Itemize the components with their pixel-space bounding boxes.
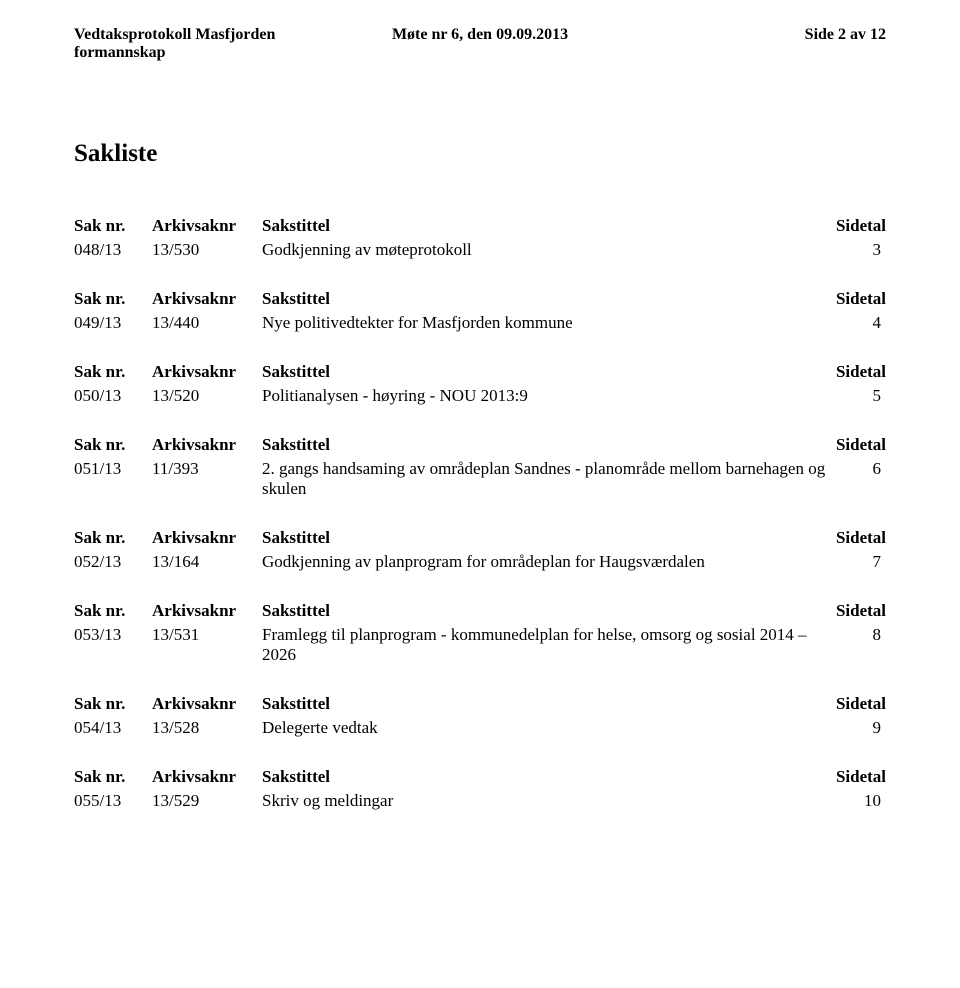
sak-page: 5 <box>826 386 886 406</box>
col-header-sakstittel: Sakstittel <box>262 435 826 455</box>
col-header-arkiv: Arkivsaknr <box>152 216 262 236</box>
sak-block: Sak nr.ArkivsaknrSakstittelSidetal 048/13… <box>74 216 886 260</box>
sak-block: Sak nr.ArkivsaknrSakstittelSidetal 050/13… <box>74 362 886 406</box>
col-header-sidetal: Sidetal <box>826 767 886 787</box>
col-header-saknr: Sak nr. <box>74 216 152 236</box>
col-header-arkiv: Arkivsaknr <box>152 362 262 382</box>
col-header-sidetal: Sidetal <box>826 216 886 236</box>
sak-title: Skriv og meldingar <box>262 791 826 811</box>
sak-data-row: 049/1313/440Nye politivedtekter for Masf… <box>74 313 886 333</box>
sak-title: Nye politivedtekter for Masfjorden kommu… <box>262 313 826 333</box>
sak-number: 054/13 <box>74 718 152 738</box>
col-header-sakstittel: Sakstittel <box>262 528 826 548</box>
sak-number: 053/13 <box>74 625 152 645</box>
col-header-arkiv: Arkivsaknr <box>152 289 262 309</box>
col-header-sakstittel: Sakstittel <box>262 601 826 621</box>
sak-block: Sak nr.ArkivsaknrSakstittelSidetal 054/13… <box>74 694 886 738</box>
col-header-saknr: Sak nr. <box>74 289 152 309</box>
sak-block: Sak nr.ArkivsaknrSakstittelSidetal 053/13… <box>74 601 886 665</box>
col-header-sidetal: Sidetal <box>826 362 886 382</box>
sak-page: 7 <box>826 552 886 572</box>
sak-number: 052/13 <box>74 552 152 572</box>
col-header-sidetal: Sidetal <box>826 289 886 309</box>
col-header-sidetal: Sidetal <box>826 435 886 455</box>
header-right: Side 2 av 12 <box>615 26 886 62</box>
sak-header-row: Sak nr.ArkivsaknrSakstittelSidetal <box>74 601 886 621</box>
sak-page: 6 <box>826 459 886 479</box>
sak-data-row: 050/1313/520Politianalysen - høyring - N… <box>74 386 886 406</box>
col-header-saknr: Sak nr. <box>74 362 152 382</box>
col-header-arkiv: Arkivsaknr <box>152 435 262 455</box>
sak-header-row: Sak nr.ArkivsaknrSakstittelSidetal <box>74 528 886 548</box>
col-header-sakstittel: Sakstittel <box>262 694 826 714</box>
sak-title: Godkjenning av møteprotokoll <box>262 240 826 260</box>
sak-header-row: Sak nr.ArkivsaknrSakstittelSidetal <box>74 289 886 309</box>
sak-header-row: Sak nr.ArkivsaknrSakstittelSidetal <box>74 362 886 382</box>
sak-arkiv: 11/393 <box>152 459 262 479</box>
sak-data-row: 053/1313/531Framlegg til planprogram - k… <box>74 625 886 665</box>
sak-arkiv: 13/530 <box>152 240 262 260</box>
sak-data-row: 048/1313/530Godkjenning av møteprotokoll… <box>74 240 886 260</box>
col-header-sidetal: Sidetal <box>826 694 886 714</box>
sak-title: 2. gangs handsaming av områdeplan Sandne… <box>262 459 826 499</box>
header-middle: Møte nr 6, den 09.09.2013 <box>345 26 616 62</box>
col-header-saknr: Sak nr. <box>74 601 152 621</box>
col-header-saknr: Sak nr. <box>74 528 152 548</box>
col-header-arkiv: Arkivsaknr <box>152 694 262 714</box>
col-header-sidetal: Sidetal <box>826 601 886 621</box>
col-header-arkiv: Arkivsaknr <box>152 767 262 787</box>
col-header-saknr: Sak nr. <box>74 435 152 455</box>
col-header-arkiv: Arkivsaknr <box>152 528 262 548</box>
sak-number: 050/13 <box>74 386 152 406</box>
sak-data-row: 054/1313/528Delegerte vedtak9 <box>74 718 886 738</box>
sak-arkiv: 13/520 <box>152 386 262 406</box>
sak-header-row: Sak nr.ArkivsaknrSakstittelSidetal <box>74 435 886 455</box>
sak-arkiv: 13/531 <box>152 625 262 645</box>
sak-header-row: Sak nr.ArkivsaknrSakstittelSidetal <box>74 216 886 236</box>
sak-number: 048/13 <box>74 240 152 260</box>
sak-arkiv: 13/528 <box>152 718 262 738</box>
sak-page: 4 <box>826 313 886 333</box>
col-header-sakstittel: Sakstittel <box>262 362 826 382</box>
sak-title: Politianalysen - høyring - NOU 2013:9 <box>262 386 826 406</box>
sak-block: Sak nr.ArkivsaknrSakstittelSidetal 052/13… <box>74 528 886 572</box>
sak-number: 051/13 <box>74 459 152 479</box>
col-header-sakstittel: Sakstittel <box>262 289 826 309</box>
col-header-arkiv: Arkivsaknr <box>152 601 262 621</box>
sak-title: Delegerte vedtak <box>262 718 826 738</box>
sak-arkiv: 13/164 <box>152 552 262 572</box>
page-title: Sakliste <box>74 140 886 168</box>
header-left: Vedtaksprotokoll Masfjorden formannskap <box>74 26 345 62</box>
page-header: Vedtaksprotokoll Masfjorden formannskap … <box>74 26 886 62</box>
sak-title: Framlegg til planprogram - kommunedelpla… <box>262 625 826 665</box>
sak-block: Sak nr.ArkivsaknrSakstittelSidetal 051/13… <box>74 435 886 499</box>
sak-header-row: Sak nr.ArkivsaknrSakstittelSidetal <box>74 694 886 714</box>
sak-title: Godkjenning av planprogram for områdepla… <box>262 552 826 572</box>
col-header-saknr: Sak nr. <box>74 767 152 787</box>
col-header-sakstittel: Sakstittel <box>262 767 826 787</box>
sak-page: 10 <box>826 791 886 811</box>
sak-block: Sak nr.ArkivsaknrSakstittelSidetal 049/13… <box>74 289 886 333</box>
col-header-sakstittel: Sakstittel <box>262 216 826 236</box>
sak-page: 3 <box>826 240 886 260</box>
sak-data-row: 052/1313/164Godkjenning av planprogram f… <box>74 552 886 572</box>
sak-arkiv: 13/529 <box>152 791 262 811</box>
col-header-sidetal: Sidetal <box>826 528 886 548</box>
sak-number: 055/13 <box>74 791 152 811</box>
sak-data-row: 051/1311/3932. gangs handsaming av områd… <box>74 459 886 499</box>
sak-data-row: 055/1313/529Skriv og meldingar10 <box>74 791 886 811</box>
sak-header-row: Sak nr.ArkivsaknrSakstittelSidetal <box>74 767 886 787</box>
sak-list: Sak nr.ArkivsaknrSakstittelSidetal048/13… <box>74 216 886 811</box>
sak-number: 049/13 <box>74 313 152 333</box>
sak-arkiv: 13/440 <box>152 313 262 333</box>
col-header-saknr: Sak nr. <box>74 694 152 714</box>
sak-page: 9 <box>826 718 886 738</box>
sak-block: Sak nr.ArkivsaknrSakstittelSidetal 055/13… <box>74 767 886 811</box>
sak-page: 8 <box>826 625 886 645</box>
